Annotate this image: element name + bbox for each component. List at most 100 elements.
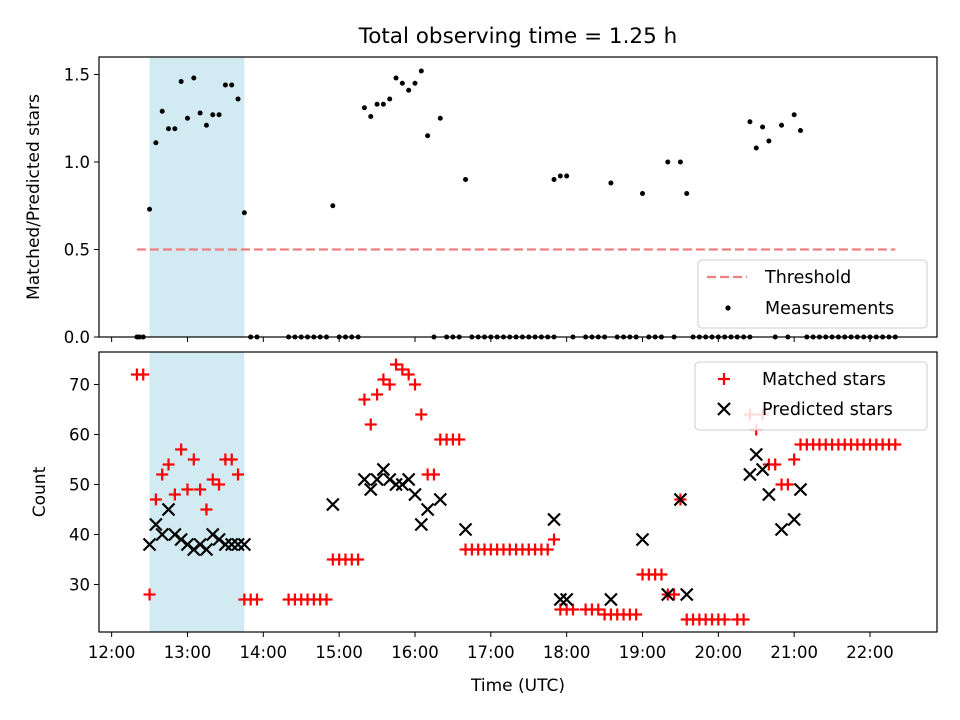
predicted-star-marker: [155, 527, 169, 542]
chart-title: Total observing time = 1.25 h: [358, 24, 678, 49]
predicted-star-marker: [743, 467, 757, 482]
predicted-star-marker: [389, 477, 403, 492]
measurement-point: [241, 210, 247, 216]
measurement-point: [178, 79, 184, 84]
measurement-point: [747, 119, 753, 125]
predicted-stars-points: [142, 447, 808, 607]
matched-star-marker: [213, 478, 226, 491]
matched-star-marker: [175, 443, 188, 456]
measurement-point: [210, 112, 216, 118]
matched-star-marker: [383, 378, 396, 391]
measurement-point: [399, 80, 405, 86]
legend-predicted-swatch: [717, 402, 731, 416]
measurement-point: [564, 173, 570, 179]
measurement-point: [463, 177, 469, 182]
predicted-star-marker: [458, 522, 473, 537]
x-tick-label: 19:00: [619, 643, 667, 662]
x-tick-label: 12:00: [88, 643, 136, 662]
bottom-shaded-span: [149, 352, 245, 632]
y-tick-label: 70: [69, 376, 90, 395]
matched-star-marker: [427, 468, 440, 481]
matched-star-marker: [396, 363, 409, 376]
predicted-star-marker: [357, 472, 372, 487]
measurement-point: [172, 126, 178, 132]
top-y-axis: 0.0 0.5 1.0 1.5: [64, 66, 99, 347]
y-tick-label: 60: [69, 426, 90, 445]
matched-star-marker: [358, 393, 371, 406]
legend-matched-swatch: [718, 373, 730, 385]
matched-star-marker: [668, 588, 681, 601]
measurement-point: [753, 145, 759, 151]
top-legend: Threshold Measurements: [697, 259, 928, 329]
legend-predicted-label: Predicted stars: [762, 400, 893, 420]
measurement-point: [197, 110, 203, 116]
measurement-point: [330, 203, 336, 209]
matched-star-marker: [592, 603, 605, 616]
predicted-star-marker: [199, 542, 214, 557]
measurement-point: [665, 159, 671, 165]
measurement-point: [437, 115, 443, 121]
bottom-panel: 30 40 50 60 70 12:00 13:00 14:00 15:00 16:00 17:0…: [30, 351, 938, 696]
matched-star-marker: [225, 453, 238, 466]
measurement-point: [216, 112, 222, 118]
matched-star-marker: [149, 493, 162, 506]
matched-star-marker: [187, 453, 200, 466]
predicted-star-marker: [547, 512, 561, 527]
matched-star-marker: [402, 368, 415, 381]
measurement-point: [684, 191, 690, 196]
matched-star-marker: [655, 568, 668, 581]
matched-star-marker: [352, 553, 365, 566]
predicted-star-marker: [553, 592, 568, 607]
matched-star-marker: [377, 373, 390, 386]
measurement-point: [791, 112, 797, 118]
measurement-point: [418, 68, 424, 74]
predicted-star-marker: [237, 537, 252, 552]
matched-star-marker: [781, 478, 794, 491]
measurement-point: [557, 173, 563, 179]
measurement-point: [229, 82, 235, 88]
x-tick-label: 21:00: [770, 643, 818, 662]
matched-star-marker: [232, 468, 245, 481]
predicted-star-marker: [661, 587, 675, 602]
predicted-star-marker: [774, 522, 789, 537]
matched-star-marker: [630, 608, 643, 621]
bottom-x-axis: 12:00 13:00 14:00 15:00 16:00 17:00 18:00 19:00…: [88, 632, 894, 662]
predicted-star-marker: [559, 592, 574, 607]
matched-star-marker: [137, 368, 150, 381]
y-tick-label: 30: [69, 576, 90, 595]
y-tick-label: 1.0: [64, 153, 90, 172]
predicted-star-marker: [218, 537, 233, 552]
measurement-point: [760, 124, 766, 130]
predicted-star-marker: [326, 497, 340, 512]
predicted-star-marker: [604, 592, 618, 607]
measurement-point: [159, 108, 165, 114]
top-axes-frame: [98, 56, 938, 338]
y-tick-label: 0.0: [64, 328, 90, 347]
measurement-point: [374, 101, 380, 107]
matched-star-marker: [390, 358, 403, 371]
x-tick-label: 22:00: [846, 643, 894, 662]
y-tick-label: 0.5: [64, 241, 90, 260]
measurement-point: [380, 101, 386, 107]
matched-star-marker: [548, 533, 561, 546]
matched-star-marker: [371, 388, 384, 401]
x-axis-label: Time (UTC): [470, 676, 565, 696]
x-tick-label: 17:00: [467, 643, 515, 662]
predicted-star-marker: [401, 472, 416, 487]
measurement-point: [677, 159, 683, 165]
measurement-point: [153, 140, 159, 146]
measurement-point: [766, 138, 772, 144]
legend-measurements-label: Measurements: [765, 299, 894, 319]
matched-star-marker: [541, 543, 554, 556]
x-tick-label: 16:00: [391, 643, 439, 662]
measurement-point: [361, 105, 367, 111]
predicted-star-marker: [370, 472, 384, 487]
top-shaded-span: [149, 57, 245, 337]
matched-star-marker: [156, 468, 169, 481]
predicted-star-marker: [679, 587, 694, 602]
matched-star-marker: [181, 483, 194, 496]
top-y-axis-label: Matched/Predicted stars: [24, 94, 44, 300]
matched-star-marker: [168, 488, 181, 501]
predicted-star-marker: [376, 462, 391, 477]
predicted-star-marker: [231, 537, 245, 552]
